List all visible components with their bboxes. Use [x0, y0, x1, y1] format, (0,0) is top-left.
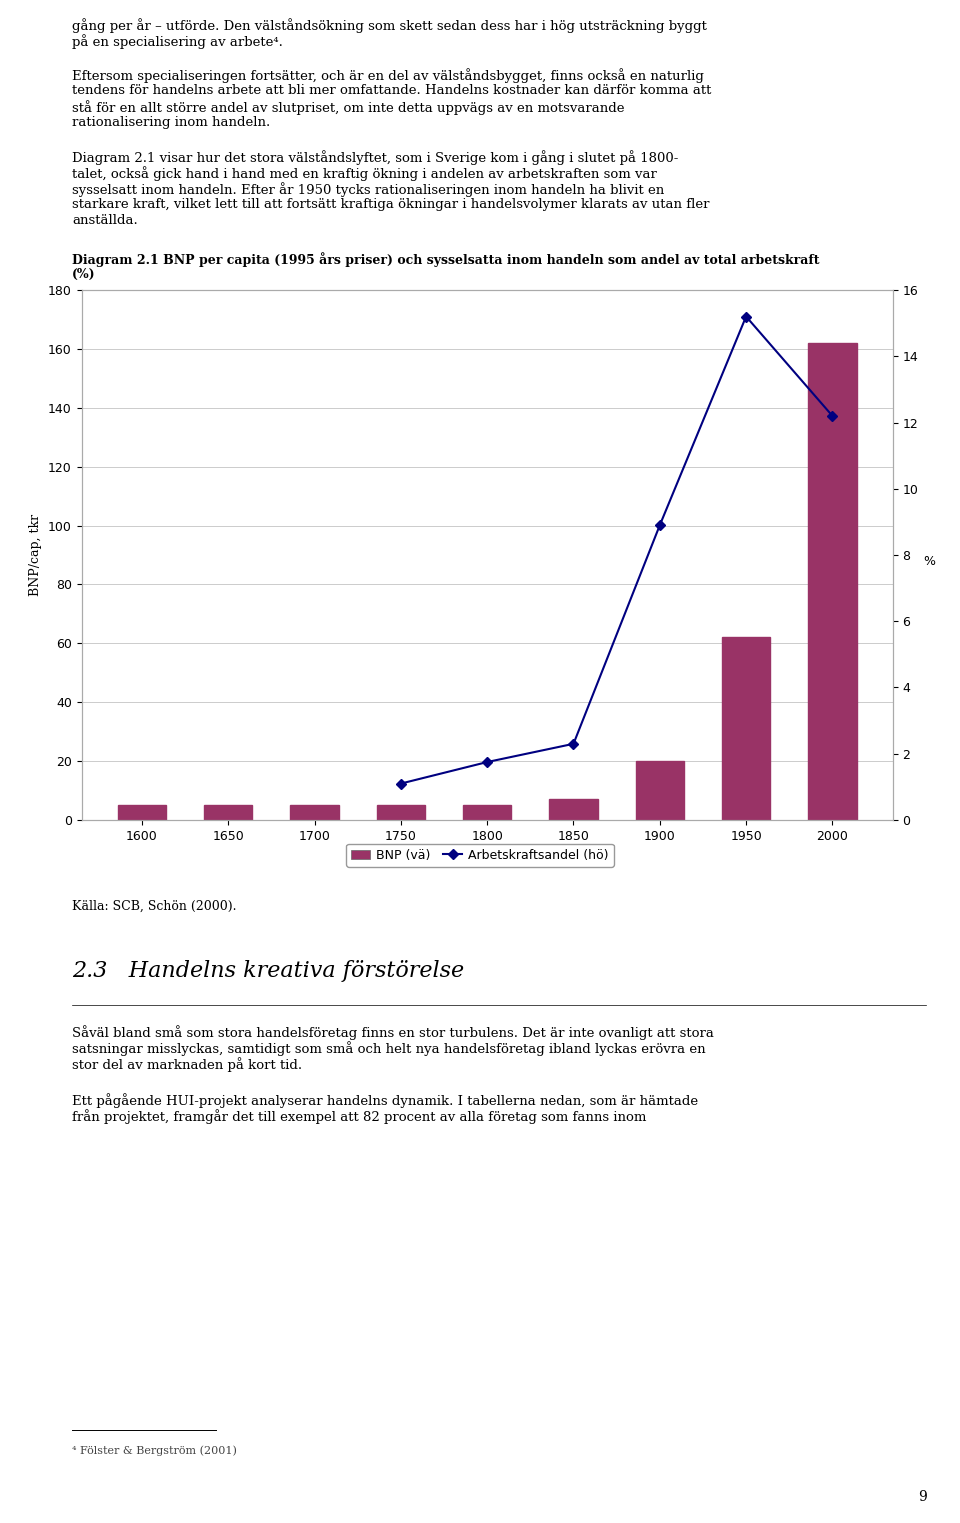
Text: gång per år – utförde. Den välståndsökning som skett sedan dess har i hög utsträ: gång per år – utförde. Den välståndsökni…: [72, 18, 707, 34]
Text: Diagram 2.1 BNP per capita (1995 års priser) och sysselsatta inom handeln som an: Diagram 2.1 BNP per capita (1995 års pri…: [72, 251, 820, 267]
Text: talet, också gick hand i hand med en kraftig ökning i andelen av arbetskraften s: talet, också gick hand i hand med en kra…: [72, 166, 657, 181]
Bar: [636, 762, 684, 819]
Text: satsningar misslyckas, samtidigt som små och helt nya handelsföretag ibland lyck: satsningar misslyckas, samtidigt som små…: [72, 1042, 706, 1055]
Text: ⁴ Fölster & Bergström (2001): ⁴ Fölster & Bergström (2001): [72, 1445, 237, 1456]
Text: rationalisering inom handeln.: rationalisering inom handeln.: [72, 116, 271, 129]
Y-axis label: BNP/cap, tkr: BNP/cap, tkr: [30, 513, 42, 595]
Y-axis label: %: %: [924, 554, 935, 568]
Text: 2.3   Handelns kreativa förstörelse: 2.3 Handelns kreativa förstörelse: [72, 959, 464, 982]
Bar: [118, 806, 166, 819]
Text: Ett pågående HUI-projekt analyserar handelns dynamik. I tabellerna nedan, som är: Ett pågående HUI-projekt analyserar hand…: [72, 1094, 698, 1107]
Bar: [808, 343, 856, 819]
Bar: [204, 806, 252, 819]
Bar: [376, 806, 425, 819]
Bar: [291, 806, 339, 819]
Text: Diagram 2.1 visar hur det stora välståndslyftet, som i Sverige kom i gång i slut: Diagram 2.1 visar hur det stora välstånd…: [72, 149, 679, 164]
Bar: [549, 800, 598, 819]
Text: anställda.: anställda.: [72, 215, 137, 227]
Bar: [722, 638, 770, 819]
Text: Såväl bland små som stora handelsföretag finns en stor turbulens. Det är inte ov: Såväl bland små som stora handelsföretag…: [72, 1025, 714, 1040]
Text: Eftersom specialiseringen fortsätter, och är en del av välståndsbygget, finns oc: Eftersom specialiseringen fortsätter, oc…: [72, 69, 704, 82]
Text: Källa: SCB, Schön (2000).: Källa: SCB, Schön (2000).: [72, 900, 236, 912]
Text: stå för en allt större andel av slutpriset, om inte detta uppvägs av en motsvara: stå för en allt större andel av slutpris…: [72, 101, 625, 114]
Legend: BNP (vä), Arbetskraftsandel (hö): BNP (vä), Arbetskraftsandel (hö): [347, 844, 613, 867]
Text: stor del av marknaden på kort tid.: stor del av marknaden på kort tid.: [72, 1057, 302, 1072]
Text: sysselsatt inom handeln. Efter år 1950 tycks rationaliseringen inom handeln ha b: sysselsatt inom handeln. Efter år 1950 t…: [72, 183, 664, 196]
Bar: [463, 806, 512, 819]
Text: från projektet, framgår det till exempel att 82 procent av alla företag som fann: från projektet, framgår det till exempel…: [72, 1109, 646, 1124]
Text: tendens för handelns arbete att bli mer omfattande. Handelns kostnader kan därfö: tendens för handelns arbete att bli mer …: [72, 84, 711, 97]
Text: starkare kraft, vilket lett till att fortsätt kraftiga ökningar i handelsvolymer: starkare kraft, vilket lett till att for…: [72, 198, 709, 212]
Text: 9: 9: [918, 1489, 926, 1505]
Text: på en specialisering av arbete⁴.: på en specialisering av arbete⁴.: [72, 34, 283, 49]
Text: (%): (%): [72, 268, 96, 282]
